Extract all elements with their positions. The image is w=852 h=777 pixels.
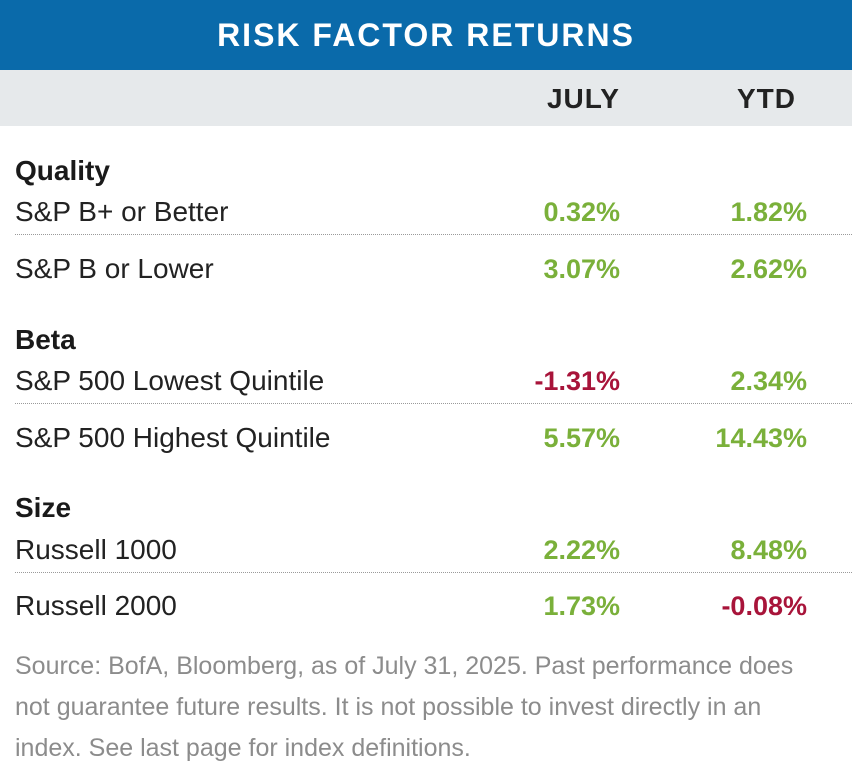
column-header-ytd: YTD bbox=[737, 83, 796, 114]
table-row: S&P 500 Lowest Quintile -1.31% 2.34% bbox=[15, 359, 852, 404]
title-banner: RISK FACTOR RETURNS bbox=[0, 0, 852, 70]
july-value: 5.57% bbox=[543, 423, 620, 453]
july-value: 0.32% bbox=[543, 197, 620, 227]
ytd-value: 2.62% bbox=[730, 254, 807, 284]
row-label: S&P 500 Lowest Quintile bbox=[15, 365, 325, 396]
ytd-value: 14.43% bbox=[715, 423, 807, 453]
ytd-value: 1.82% bbox=[730, 197, 807, 227]
ytd-value: -0.08% bbox=[721, 591, 807, 621]
row-label: Russell 1000 bbox=[15, 534, 177, 565]
section-title-beta: Beta bbox=[15, 324, 76, 355]
ytd-value: 2.34% bbox=[730, 366, 807, 396]
section-title-quality: Quality bbox=[15, 155, 110, 186]
july-value: 1.73% bbox=[543, 591, 620, 621]
table-row: Russell 2000 1.73% -0.08% bbox=[15, 584, 852, 628]
table-row: S&P 500 Highest Quintile 5.57% 14.43% bbox=[15, 416, 852, 460]
row-label: S&P B+ or Better bbox=[15, 196, 229, 227]
row-label: S&P 500 Highest Quintile bbox=[15, 422, 331, 453]
july-value: 2.22% bbox=[543, 535, 620, 565]
section-title-size: Size bbox=[15, 492, 72, 523]
row-label: S&P B or Lower bbox=[15, 253, 214, 284]
column-header-row: JULY YTD bbox=[0, 70, 852, 126]
source-footnote: Source: BofA, Bloomberg, as of July 31, … bbox=[15, 652, 794, 762]
row-label: Russell 2000 bbox=[15, 590, 177, 621]
table-row: S&P B+ or Better 0.32% 1.82% bbox=[15, 190, 852, 235]
table-row: Russell 1000 2.22% 8.48% bbox=[15, 528, 852, 573]
table-title: RISK FACTOR RETURNS bbox=[217, 16, 635, 53]
july-value: -1.31% bbox=[534, 366, 620, 396]
column-header-july: JULY bbox=[546, 83, 620, 114]
ytd-value: 8.48% bbox=[730, 535, 807, 565]
table-row: S&P B or Lower 3.07% 2.62% bbox=[15, 247, 852, 291]
july-value: 3.07% bbox=[543, 254, 620, 284]
